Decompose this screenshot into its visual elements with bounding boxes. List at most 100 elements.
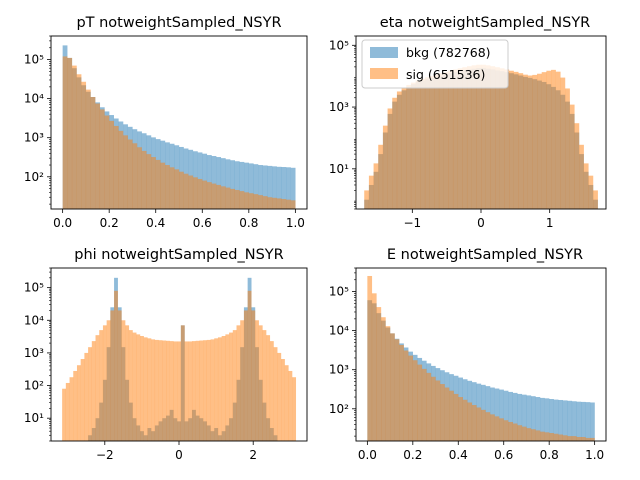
bar-sig bbox=[544, 432, 550, 441]
subplot-eta: eta notweightSampled_NSYR −1 0 1 10¹ 10³ 10⁵ bbox=[329, 15, 607, 230]
x-tick-label: 0.8 bbox=[239, 216, 258, 230]
bar-sig bbox=[508, 421, 513, 441]
y-tick-label: 10⁵ bbox=[24, 281, 44, 295]
bar-sig bbox=[435, 380, 441, 441]
bar-bkg bbox=[562, 400, 568, 441]
bar-sig bbox=[76, 365, 81, 441]
bar-sig bbox=[177, 341, 181, 441]
bar-sig bbox=[499, 68, 505, 209]
bar-sig bbox=[114, 290, 118, 441]
bar-sig bbox=[448, 70, 454, 210]
bar-sig bbox=[569, 104, 575, 209]
bar-sig bbox=[449, 390, 454, 441]
bar-sig bbox=[401, 87, 407, 209]
legend-swatch-bkg bbox=[370, 47, 398, 58]
bar-sig bbox=[84, 352, 89, 441]
bar-bkg bbox=[286, 167, 291, 209]
bar-sig bbox=[457, 68, 463, 209]
x-tick-label: −1 bbox=[403, 216, 421, 230]
bar-sig bbox=[541, 72, 547, 210]
bar-bkg bbox=[253, 164, 259, 209]
bar-bkg bbox=[581, 401, 586, 441]
series-sig bbox=[62, 56, 296, 209]
y-tick-label: 10² bbox=[24, 379, 44, 393]
bar-bkg bbox=[281, 167, 287, 209]
bar-sig bbox=[229, 332, 233, 441]
y-tick-label: 10⁵ bbox=[24, 53, 44, 67]
bar-sig bbox=[258, 325, 263, 441]
bar-sig bbox=[206, 339, 211, 441]
x-tick-label: 0.2 bbox=[403, 448, 422, 462]
bar-sig bbox=[151, 157, 156, 209]
bar-sig bbox=[99, 330, 104, 441]
bar-sig bbox=[109, 120, 114, 209]
bar-sig bbox=[364, 190, 370, 209]
bar-sig bbox=[406, 84, 412, 209]
bar-sig bbox=[272, 197, 277, 209]
x-tick-label: 0.6 bbox=[193, 216, 212, 230]
bar-sig bbox=[408, 355, 413, 441]
bar-bkg bbox=[230, 160, 235, 209]
bar-sig bbox=[117, 310, 122, 441]
bar-sig bbox=[378, 144, 384, 209]
y-tick-label: 10² bbox=[329, 402, 349, 416]
bar-sig bbox=[255, 320, 259, 441]
bar-sig bbox=[558, 434, 563, 441]
bar-sig bbox=[174, 169, 180, 209]
bar-sig bbox=[376, 307, 382, 441]
subplot-title: eta notweightSampled_NSYR bbox=[380, 15, 591, 31]
bar-sig bbox=[399, 344, 404, 441]
y-tick-label: 10⁴ bbox=[329, 324, 349, 338]
bar-sig bbox=[495, 67, 500, 209]
bar-sig bbox=[220, 186, 226, 209]
bar-sig bbox=[90, 97, 96, 209]
bar-sig bbox=[537, 73, 542, 209]
bar-sig bbox=[247, 290, 252, 441]
bar-sig bbox=[403, 350, 409, 441]
bar-sig bbox=[527, 75, 533, 210]
bar-sig bbox=[571, 436, 577, 441]
bar-sig bbox=[184, 341, 189, 441]
bar-bkg bbox=[585, 402, 591, 441]
bar-sig bbox=[266, 335, 271, 441]
bar-sig bbox=[396, 91, 402, 209]
bar-sig bbox=[444, 387, 450, 441]
x-tick-label: 0.0 bbox=[53, 216, 72, 230]
bar-sig bbox=[546, 70, 552, 210]
bar-sig bbox=[147, 338, 152, 441]
bar-sig bbox=[410, 82, 416, 209]
bar-sig bbox=[154, 339, 159, 441]
subplot-title: phi notweightSampled_NSYR bbox=[74, 247, 283, 263]
bar-sig bbox=[452, 69, 458, 210]
bar-sig bbox=[481, 64, 486, 209]
bar-bkg bbox=[571, 401, 577, 441]
bar-sig bbox=[512, 423, 518, 441]
bar-sig bbox=[104, 115, 110, 209]
bar-sig bbox=[273, 347, 278, 441]
bar-sig bbox=[551, 69, 556, 210]
bar-sig bbox=[590, 437, 595, 441]
bar-sig bbox=[127, 139, 133, 209]
legend: bkg (782768) sig (651536) bbox=[361, 39, 509, 89]
y-tick-label: 10⁴ bbox=[24, 92, 44, 106]
bar-bkg bbox=[494, 388, 500, 441]
subplot-title: pT notweightSampled_NSYR bbox=[76, 15, 281, 31]
bar-sig bbox=[216, 184, 222, 209]
bar-sig bbox=[81, 81, 87, 209]
bar-bkg bbox=[225, 159, 231, 209]
bar-sig bbox=[225, 334, 230, 441]
bar-sig bbox=[373, 163, 379, 209]
bar-sig bbox=[390, 333, 395, 441]
bar-sig bbox=[583, 163, 589, 209]
bar-bkg bbox=[220, 158, 226, 209]
bar-sig bbox=[166, 340, 170, 441]
y-tick-label: 10³ bbox=[329, 100, 349, 114]
bar-sig bbox=[579, 144, 584, 209]
bar-bkg bbox=[490, 387, 495, 441]
bar-sig bbox=[158, 340, 163, 441]
bar-sig bbox=[65, 382, 70, 441]
bar-bkg bbox=[239, 161, 245, 209]
bar-sig bbox=[585, 437, 591, 441]
bar-sig bbox=[151, 339, 156, 441]
bar-sig bbox=[99, 109, 105, 209]
